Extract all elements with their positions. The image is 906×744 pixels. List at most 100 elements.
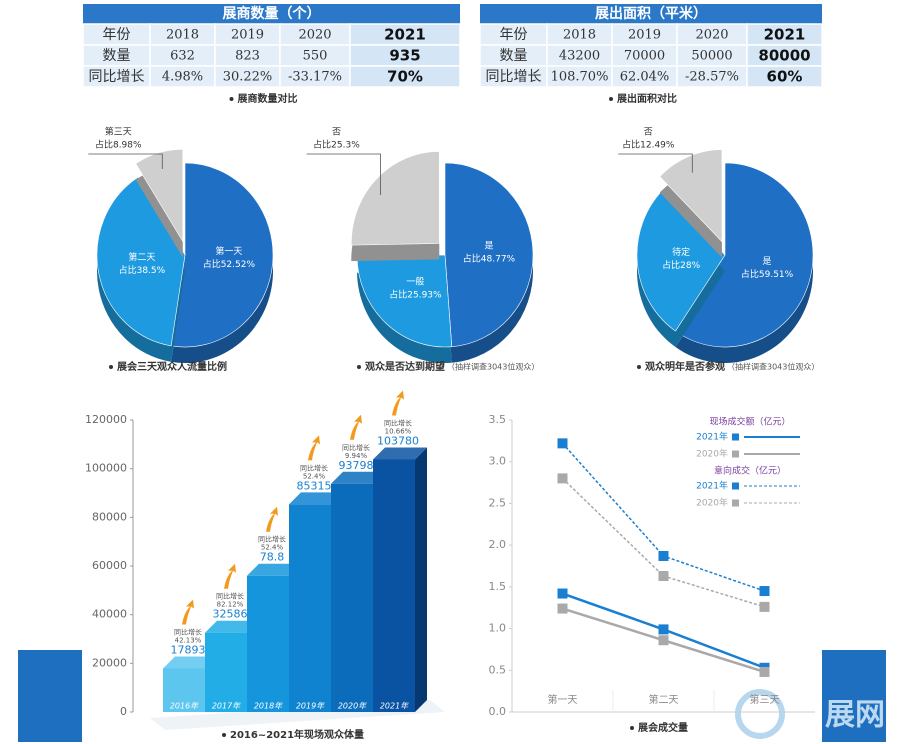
- row-label: 数量: [103, 48, 131, 64]
- table-cell: [349, 65, 461, 88]
- table-value: 4.98%: [162, 70, 203, 85]
- y-tick-label: 0.0: [489, 705, 507, 718]
- point-marker: [557, 603, 568, 614]
- bar-label: 17893: [171, 643, 206, 656]
- row-label: 同比增长: [486, 69, 542, 85]
- table-caption: 展商数量对比: [238, 92, 298, 105]
- table-title: 展出面积（平米）: [595, 5, 707, 22]
- point-marker: [658, 571, 669, 582]
- table-cell: [746, 65, 823, 88]
- legend-label: 2020年: [696, 497, 728, 509]
- table-value: -33.17%: [288, 70, 342, 85]
- pie-value-label: 占比38.5%: [119, 264, 166, 276]
- pie-value-label: 占比28%: [662, 259, 700, 271]
- x-tick-label: 2018年: [254, 702, 283, 711]
- x-tick-label: 第一天: [548, 693, 578, 706]
- pie-slice: [675, 162, 814, 348]
- table-value: 60%: [767, 68, 803, 86]
- row-label: 年份: [103, 27, 131, 43]
- point-marker: [557, 438, 568, 449]
- growth-label: 52.4%: [303, 472, 326, 480]
- table-value: 108.70%: [551, 70, 609, 85]
- growth-label: 10.66%: [385, 427, 412, 435]
- bar-side: [415, 447, 427, 712]
- y-tick-label: 80000: [92, 510, 127, 523]
- pie-category: 是: [484, 241, 493, 252]
- x-tick-label: 2019年: [296, 702, 325, 711]
- chart-subtitle: （抽样调查3043位观众）: [447, 362, 539, 372]
- growth-caption: 同比增长: [300, 463, 328, 472]
- y-tick-label: 20000: [92, 656, 127, 669]
- legend-group: 现场成交额（亿元）: [709, 416, 790, 428]
- bullet: [357, 365, 361, 369]
- point-marker: [658, 550, 669, 561]
- growth-arrow: [224, 563, 236, 589]
- bar: [205, 632, 247, 712]
- table-value: 2018: [563, 28, 596, 43]
- x-tick-label: 2021年: [380, 702, 409, 711]
- leader-line: [88, 153, 163, 169]
- table-value: -28.57%: [685, 70, 739, 85]
- point-marker: [759, 666, 770, 677]
- point-marker: [557, 588, 568, 599]
- y-tick-label: 2.0: [489, 538, 507, 551]
- bar-label: 85315: [297, 479, 332, 492]
- pie-value-label: 占比48.77%: [463, 253, 516, 265]
- chart-title: 展会三天观众人流量比例: [117, 360, 227, 373]
- growth-caption: 同比增长: [174, 627, 202, 636]
- legend-label: 2021年: [696, 431, 728, 443]
- logo: [735, 689, 785, 739]
- y-tick-label: 3.5: [489, 413, 507, 426]
- bar: [331, 483, 373, 712]
- legend-label: 2021年: [696, 480, 728, 492]
- watermark: 展网: [825, 698, 885, 733]
- bar: [163, 668, 205, 712]
- pie-value-label: 占比25.3%: [313, 139, 360, 151]
- pie-slice: [659, 149, 723, 243]
- point-marker: [759, 586, 770, 597]
- pie-category: 第二天: [128, 251, 155, 263]
- leader-line: [618, 153, 693, 173]
- bar-top: [373, 447, 427, 460]
- point-marker: [658, 624, 669, 635]
- chart-title: 观众明年是否参观: [645, 360, 725, 373]
- bullet: [630, 726, 634, 730]
- table-value: 62.04%: [620, 70, 670, 85]
- table-value: 2019: [231, 28, 264, 43]
- growth-label: 52.4%: [261, 544, 284, 552]
- table-value: 2018: [166, 28, 199, 43]
- y-tick-label: 1.0: [489, 622, 507, 635]
- table-title-bg: [83, 4, 460, 24]
- point-marker: [557, 473, 568, 484]
- pie-category: 否: [332, 127, 341, 138]
- pie-slice: [444, 162, 534, 348]
- legend-swatch: [732, 499, 739, 507]
- series-line: [561, 442, 765, 592]
- table-value: 550: [303, 49, 328, 64]
- growth-caption: 同比增长: [342, 443, 370, 452]
- pie-category: 否: [644, 127, 653, 138]
- pie-value-label: 占比12.49%: [622, 139, 675, 151]
- pie-value-label: 占比8.98%: [95, 139, 142, 151]
- table-value: 43200: [559, 49, 600, 64]
- legend-swatch: [732, 450, 739, 458]
- bullet: [222, 733, 226, 737]
- pie-category: 待定: [672, 246, 690, 258]
- series-line: [561, 477, 765, 608]
- table-value: 632: [170, 49, 195, 64]
- point-marker: [658, 635, 669, 646]
- pie-slice: [351, 151, 440, 246]
- y-tick-label: 120000: [85, 413, 127, 426]
- pie-value-label: 占比52.52%: [203, 258, 256, 270]
- legend-group: 意向成交（亿元）: [714, 465, 786, 477]
- x-tick-label: 2016年: [170, 702, 199, 711]
- table-value: 935: [389, 47, 420, 65]
- point-marker: [759, 601, 770, 612]
- y-tick-label: 40000: [92, 608, 127, 621]
- x-tick-label: 2017年: [212, 702, 241, 711]
- growth-arrow: [308, 435, 320, 461]
- row-label: 数量: [500, 48, 528, 64]
- table-title-bg: [480, 4, 822, 24]
- legend-swatch: [732, 433, 739, 441]
- x-tick-label: 第三天: [750, 693, 780, 706]
